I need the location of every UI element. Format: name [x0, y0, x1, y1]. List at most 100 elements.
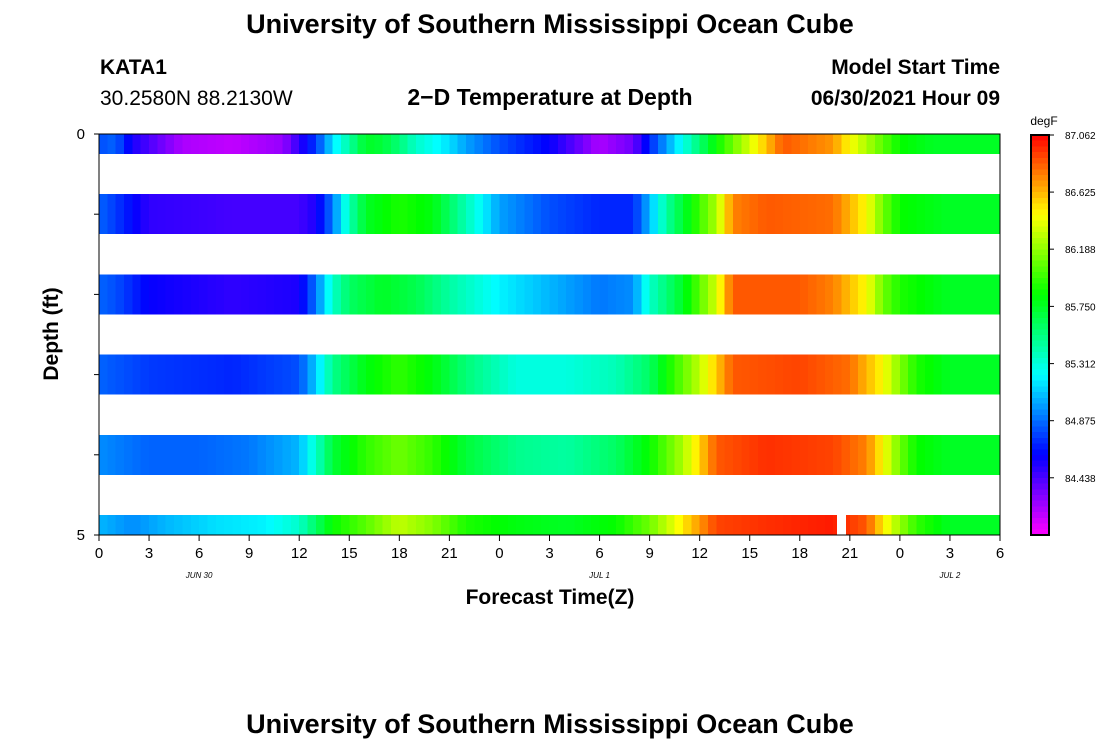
- heatmap-cell: [941, 354, 951, 395]
- heatmap-cell: [390, 354, 400, 395]
- heatmap-cell: [324, 194, 334, 235]
- heatmap-cell: [749, 434, 759, 475]
- heatmap-cell: [466, 515, 476, 535]
- heatmap-cell: [107, 515, 117, 535]
- colorbar-segment: [1031, 380, 1049, 388]
- heatmap-cell: [249, 434, 259, 475]
- heatmap-cell: [824, 134, 834, 154]
- heatmap-cell: [466, 194, 476, 235]
- heatmap-cell: [958, 274, 968, 315]
- heatmap-cell: [766, 515, 776, 535]
- colorbar-segment: [1031, 392, 1049, 399]
- heatmap-cell: [616, 434, 626, 475]
- heatmap-cell: [249, 274, 259, 315]
- colorbar-segment: [1031, 403, 1049, 410]
- heatmap-cell: [457, 194, 467, 235]
- heatmap-cell: [849, 274, 859, 315]
- heatmap-cell: [866, 354, 876, 395]
- heatmap-cell: [274, 274, 284, 315]
- heatmap-cell: [607, 134, 617, 154]
- x-axis-label: Forecast Time(Z): [466, 586, 635, 609]
- heatmap-cell: [841, 274, 851, 315]
- heatmap-cell: [883, 134, 893, 154]
- heatmap-cell: [858, 274, 868, 315]
- heatmap-cell: [290, 515, 300, 535]
- heatmap-cell: [290, 274, 300, 315]
- heatmap-cell: [582, 515, 592, 535]
- heatmap-cell: [641, 134, 651, 154]
- heatmap-cell: [240, 515, 250, 535]
- heatmap-cell: [257, 354, 267, 395]
- heatmap-cell: [691, 134, 701, 154]
- heatmap-cell: [891, 354, 901, 395]
- heatmap-cell: [691, 194, 701, 235]
- heatmap-cell: [232, 434, 242, 475]
- heatmap-cell: [666, 274, 676, 315]
- heatmap-cell: [908, 515, 918, 535]
- colorbar-segment: [1031, 243, 1049, 250]
- heatmap-cell: [507, 354, 517, 395]
- heatmap-cell: [199, 134, 209, 154]
- colorbar-segment: [1031, 323, 1049, 330]
- heatmap-cell: [991, 434, 1001, 475]
- heatmap-cell: [674, 194, 684, 235]
- heatmap-cell: [474, 274, 484, 315]
- heatmap-cell: [833, 194, 843, 235]
- heatmap-cell: [974, 134, 984, 154]
- heatmap-cell: [983, 134, 993, 154]
- heatmap-cell: [858, 134, 868, 154]
- heatmap-cell: [924, 354, 934, 395]
- heatmap-cell: [507, 515, 517, 535]
- heatmap-cell: [924, 434, 934, 475]
- heatmap-cell: [282, 515, 292, 535]
- heatmap-cell: [941, 194, 951, 235]
- colorbar-segment: [1031, 312, 1049, 319]
- heatmap-cell: [549, 194, 559, 235]
- colorbar-segment: [1031, 472, 1049, 479]
- heatmap-cell: [657, 515, 667, 535]
- heatmap-cell: [774, 434, 784, 475]
- x-tick-label: 12: [291, 545, 308, 562]
- heatmap-cell: [783, 354, 793, 395]
- heatmap-cell: [607, 194, 617, 235]
- heatmap-cell: [240, 194, 250, 235]
- heatmap-cell: [124, 354, 133, 395]
- heatmap-cell: [716, 354, 726, 395]
- heatmap-cell: [449, 274, 459, 315]
- heatmap-cell: [249, 134, 259, 154]
- heatmap-cell: [941, 434, 951, 475]
- heatmap-cell: [733, 354, 742, 395]
- heatmap-cell: [691, 434, 701, 475]
- heatmap-cell: [708, 434, 717, 475]
- heatmap-cell: [808, 194, 818, 235]
- heatmap-cell: [265, 134, 275, 154]
- heatmap-cell: [199, 434, 209, 475]
- heatmap-cell: [290, 354, 300, 395]
- y-axis-label: Depth (ft): [40, 287, 63, 380]
- heatmap-cell: [783, 274, 793, 315]
- heatmap-cell: [265, 434, 275, 475]
- heatmap-cell: [424, 194, 434, 235]
- heatmap-cell: [549, 274, 559, 315]
- heatmap-cell: [541, 274, 551, 315]
- heatmap-cell: [332, 134, 342, 154]
- heatmap-cell: [641, 194, 651, 235]
- heatmap-cell: [958, 434, 968, 475]
- heatmap-cell: [599, 274, 609, 315]
- heatmap-cell: [432, 515, 442, 535]
- heatmap-cell: [416, 194, 425, 235]
- heatmap-cell: [783, 194, 793, 235]
- heatmap-cell: [916, 274, 926, 315]
- heatmap-cell: [624, 515, 634, 535]
- heatmap-cell: [891, 434, 901, 475]
- x-tick-label: 0: [495, 545, 503, 562]
- colorbar-segment: [1031, 192, 1049, 199]
- heatmap-cell: [340, 354, 350, 395]
- heatmap-cell: [157, 194, 167, 235]
- heatmap-cell: [916, 434, 926, 475]
- heatmap-cell: [682, 434, 692, 475]
- heatmap-cell: [991, 354, 1001, 395]
- heatmap-cell: [174, 194, 184, 235]
- heatmap-cell: [224, 515, 234, 535]
- heatmap-cell: [866, 194, 876, 235]
